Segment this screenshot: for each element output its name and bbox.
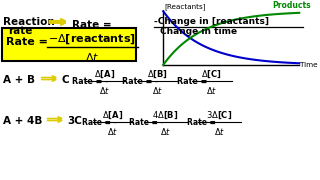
Text: -Change in [reactants]: -Change in [reactants] (154, 17, 268, 26)
Text: rate: rate (8, 26, 32, 36)
FancyBboxPatch shape (2, 28, 136, 61)
Text: Rate = -: Rate = - (72, 76, 108, 86)
Text: $\Delta$[A]: $\Delta$[A] (94, 69, 116, 80)
Text: Rate =: Rate = (6, 37, 52, 48)
Text: 3C: 3C (67, 116, 82, 126)
Text: Rate = -: Rate = - (82, 118, 116, 127)
Text: $\Delta t$: $\Delta t$ (107, 126, 118, 137)
Text: $\Delta$[C]: $\Delta$[C] (201, 69, 222, 80)
Text: A + 4B: A + 4B (3, 116, 42, 126)
Text: $3\Delta$[C]: $3\Delta$[C] (206, 110, 233, 122)
Text: $\Delta t$: $\Delta t$ (214, 126, 225, 137)
Text: $\Delta t$: $\Delta t$ (85, 51, 100, 63)
Text: $\Delta t$: $\Delta t$ (160, 126, 171, 137)
Text: [Reactants]: [Reactants] (164, 3, 206, 10)
Text: $4\Delta$[B]: $4\Delta$[B] (152, 110, 178, 122)
Text: Rate =: Rate = (177, 76, 207, 86)
Text: $\Delta t$: $\Delta t$ (99, 85, 111, 96)
Text: A + B: A + B (3, 75, 35, 85)
Text: C: C (61, 75, 69, 85)
Text: Products: Products (272, 1, 311, 10)
Text: Change in time: Change in time (160, 27, 237, 36)
Text: $-\Delta$[reactants]: $-\Delta$[reactants] (48, 33, 136, 46)
Text: Reaction: Reaction (3, 17, 55, 27)
Text: $\Delta$[A]: $\Delta$[A] (102, 110, 123, 122)
Text: $\Delta t$: $\Delta t$ (152, 85, 163, 96)
Text: Rate =: Rate = (72, 20, 112, 30)
Text: Rate = -: Rate = - (129, 118, 164, 127)
Text: Rate = -: Rate = - (123, 76, 159, 86)
Text: Rate =: Rate = (187, 118, 215, 127)
Text: $\Delta$[B]: $\Delta$[B] (147, 69, 168, 80)
Text: Time: Time (300, 62, 318, 68)
Text: $\Delta t$: $\Delta t$ (206, 85, 217, 96)
